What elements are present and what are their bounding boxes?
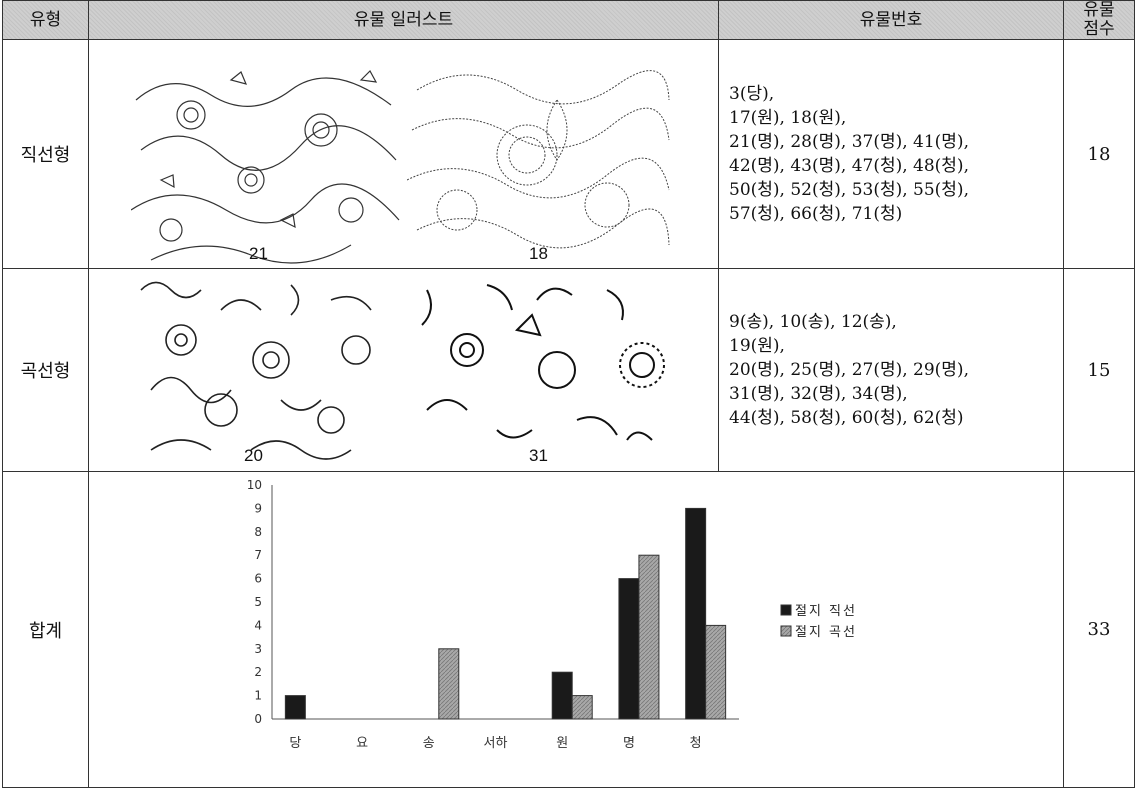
legend-swatch: [780, 604, 792, 616]
bar: [571, 695, 593, 720]
x-tick-label: 요: [356, 736, 368, 751]
type-label: 곡선형: [2, 268, 89, 472]
x-tick-label: 원: [556, 736, 568, 751]
y-tick-label: 8: [254, 525, 262, 539]
pattern-illustration-20: [140, 281, 372, 460]
table-row-curved: 곡선형: [2, 268, 1135, 472]
header-type: 유형: [2, 0, 89, 40]
y-tick-label: 5: [254, 595, 262, 609]
caption-20: 20: [244, 446, 263, 465]
caption-31: 31: [529, 446, 548, 465]
x-tick-label: 청: [690, 736, 702, 751]
bar: [551, 671, 573, 720]
y-tick-label: 0: [254, 712, 262, 726]
y-tick-label: 1: [254, 689, 262, 703]
y-tick-label: 10: [247, 478, 262, 492]
header-count: 유물 점수: [1063, 0, 1135, 40]
illustration-cell: 20 31: [88, 268, 719, 472]
y-tick-label: 7: [254, 548, 262, 562]
caption-21: 21: [249, 244, 268, 263]
type-label: 직선형: [2, 39, 89, 269]
caption-18: 18: [529, 244, 548, 263]
pattern-illustration-31: [421, 284, 665, 441]
x-tick-label: 명: [623, 736, 635, 751]
header-artifact-numbers: 유물번호: [718, 0, 1064, 40]
illustration-cell: 21 18: [88, 39, 719, 269]
x-tick-label: 송: [423, 736, 435, 751]
x-tick-label: 서하: [484, 736, 508, 751]
y-tick-label: 2: [254, 665, 262, 679]
total-count: 33: [1063, 471, 1135, 788]
x-tick-label: 당: [289, 736, 301, 751]
table-row-straight: 직선형: [2, 39, 1135, 269]
artifact-number-list: 3(당), 17(원), 18(원), 21(명), 28(명), 37(명),…: [718, 39, 1064, 269]
y-tick-label: 4: [254, 618, 262, 632]
legend-swatch: [780, 625, 792, 637]
total-label: 합계: [2, 471, 89, 788]
legend-label: 절지 직선: [795, 604, 857, 619]
y-tick-label: 9: [254, 501, 262, 515]
bar: [438, 648, 460, 720]
bar: [618, 578, 640, 720]
bar: [284, 695, 306, 720]
y-tick-label: 6: [254, 572, 262, 586]
artifact-count: 15: [1063, 268, 1135, 472]
artifact-count: 18: [1063, 39, 1135, 269]
y-tick-label: 3: [254, 642, 262, 656]
bar: [685, 507, 707, 720]
pattern-illustration-21: [131, 70, 400, 264]
bar: [705, 624, 727, 720]
pattern-illustration-18: [407, 70, 670, 249]
bar: [638, 554, 660, 720]
header-illustration: 유물 일러스트: [88, 0, 719, 40]
header-row: 유형 유물 일러스트 유물번호 유물 점수: [2, 0, 1135, 40]
artifact-number-list: 9(송), 10(송), 12(송), 19(원), 20(명), 25(명),…: [718, 268, 1064, 472]
legend-label: 절지 곡선: [795, 625, 857, 640]
